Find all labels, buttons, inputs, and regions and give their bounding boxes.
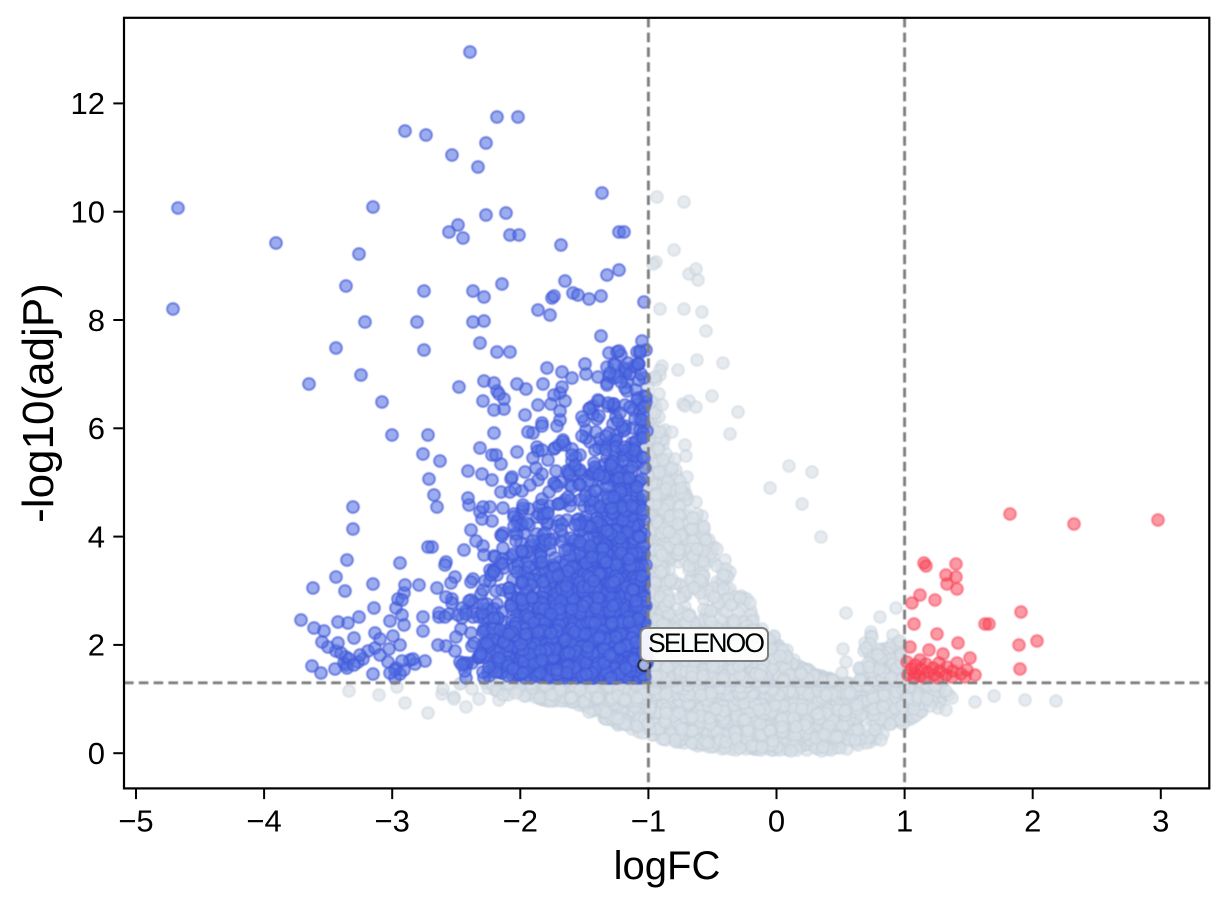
svg-text:−4: −4 <box>246 804 281 839</box>
svg-text:0: 0 <box>768 804 785 839</box>
svg-text:2: 2 <box>1024 804 1041 839</box>
svg-text:SELENOO: SELENOO <box>648 628 764 658</box>
svg-text:4: 4 <box>88 519 105 554</box>
svg-text:2: 2 <box>88 628 105 663</box>
svg-text:1: 1 <box>896 804 913 839</box>
svg-text:−5: −5 <box>118 804 153 839</box>
svg-text:0: 0 <box>88 736 105 771</box>
svg-text:−1: −1 <box>631 804 666 839</box>
svg-text:8: 8 <box>88 303 105 338</box>
svg-text:logFC: logFC <box>614 844 721 888</box>
svg-text:−2: −2 <box>503 804 538 839</box>
svg-text:−3: −3 <box>375 804 410 839</box>
svg-text:6: 6 <box>88 411 105 446</box>
svg-text:10: 10 <box>71 195 105 230</box>
svg-text:-log10(adjP): -log10(adjP) <box>14 283 63 523</box>
svg-text:12: 12 <box>71 86 105 121</box>
svg-text:3: 3 <box>1152 804 1169 839</box>
